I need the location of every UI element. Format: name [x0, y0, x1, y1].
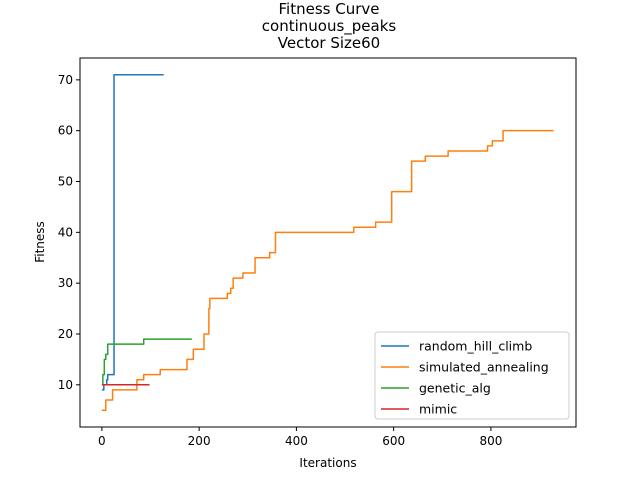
legend-label-genetic-alg: genetic_alg — [419, 381, 491, 396]
x-tick-label: 600 — [382, 434, 405, 448]
y-tick-label: 30 — [58, 276, 73, 290]
chart-title-line-3: Vector Size60 — [278, 34, 380, 52]
plot-frame — [79, 57, 577, 428]
x-tick-label: 200 — [188, 434, 211, 448]
legend-box — [374, 331, 570, 420]
y-tick-label: 40 — [58, 225, 73, 239]
legend-label-random-hill-climb: random_hill_climb — [419, 339, 532, 354]
x-tick-label: 400 — [285, 434, 308, 448]
y-tick-label: 60 — [58, 124, 73, 138]
x-tick-label: 0 — [98, 434, 106, 448]
chart-title-line-2: continuous_peaks — [262, 17, 397, 36]
y-tick-label: 50 — [58, 175, 73, 189]
x-axis-ticks: 0 200 400 600 800 — [98, 427, 502, 448]
y-tick-label: 20 — [58, 327, 73, 341]
y-tick-label: 10 — [58, 378, 73, 392]
series-line-simulated-annealing — [101, 129, 554, 411]
series-line-genetic-alg — [101, 338, 192, 386]
x-tick-label: 800 — [479, 434, 502, 448]
x-axis-label: Iterations — [299, 456, 356, 470]
y-tick-label: 70 — [58, 73, 73, 87]
y-axis-label: Fitness — [33, 221, 47, 263]
legend-label-mimic: mimic — [419, 402, 457, 417]
y-axis-ticks: 10 20 30 40 50 60 70 — [58, 73, 80, 392]
chart-title-line-1: Fitness Curve — [279, 0, 380, 18]
plot-lines — [101, 74, 554, 411]
legend: random_hill_climb simulated_annealinggene… — [374, 331, 570, 420]
legend-label-simulated-annealing: simulated_annealing — [419, 360, 549, 375]
series-line-random-hill-climb — [101, 74, 164, 391]
